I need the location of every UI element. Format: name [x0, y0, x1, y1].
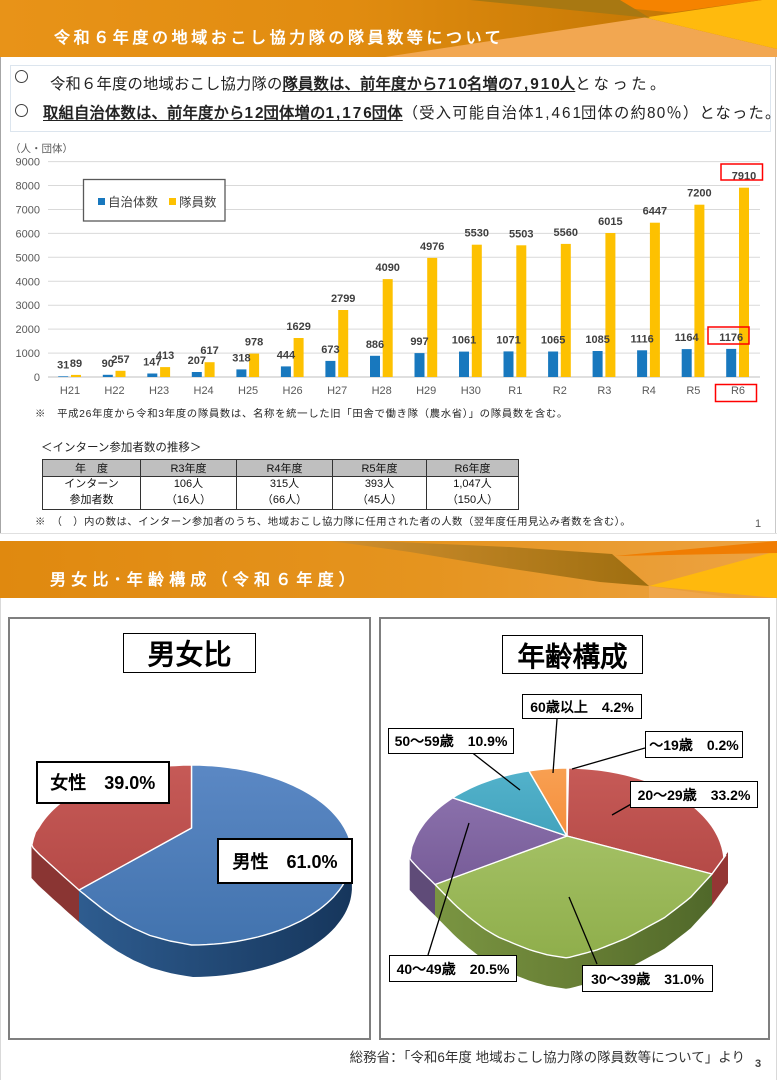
svg-text:1071: 1071: [496, 334, 520, 346]
svg-text:R4: R4: [642, 385, 656, 397]
svg-text:444: 444: [277, 349, 296, 361]
svg-text:673: 673: [321, 344, 339, 356]
svg-text:（人・団体）: （人・団体）: [10, 143, 73, 155]
svg-text:1085: 1085: [585, 334, 609, 346]
svg-text:H24: H24: [194, 385, 214, 397]
svg-text:413: 413: [156, 350, 174, 362]
svg-text:H25: H25: [238, 385, 258, 397]
svg-text:4000: 4000: [16, 276, 40, 288]
svg-text:6015: 6015: [598, 216, 622, 228]
svg-text:H21: H21: [60, 385, 80, 397]
svg-text:997: 997: [410, 336, 428, 348]
svg-text:318: 318: [232, 352, 250, 364]
svg-text:R5: R5: [686, 385, 700, 397]
svg-text:978: 978: [245, 337, 263, 349]
svg-text:1629: 1629: [286, 321, 310, 333]
svg-text:3000: 3000: [16, 300, 40, 312]
svg-text:R3: R3: [597, 385, 611, 397]
svg-text:7200: 7200: [687, 188, 711, 200]
svg-text:H30: H30: [461, 385, 481, 397]
svg-text:R6: R6: [731, 385, 745, 397]
svg-text:H26: H26: [283, 385, 303, 397]
svg-text:31: 31: [57, 359, 69, 371]
svg-text:1000: 1000: [16, 348, 40, 360]
svg-text:147: 147: [143, 357, 161, 369]
svg-text:H28: H28: [372, 385, 392, 397]
svg-text:1176: 1176: [719, 332, 743, 344]
svg-text:2799: 2799: [331, 293, 355, 305]
svg-text:H29: H29: [416, 385, 436, 397]
svg-text:4976: 4976: [420, 241, 444, 253]
svg-text:9000: 9000: [16, 157, 40, 169]
svg-text:7000: 7000: [16, 205, 40, 217]
svg-text:6447: 6447: [643, 206, 667, 218]
svg-text:1065: 1065: [541, 335, 565, 347]
svg-text:H22: H22: [104, 385, 124, 397]
svg-text:5560: 5560: [554, 227, 578, 239]
svg-text:90: 90: [102, 358, 114, 370]
svg-text:5000: 5000: [16, 252, 40, 264]
svg-text:2000: 2000: [16, 324, 40, 336]
svg-text:隊員数: 隊員数: [179, 195, 217, 210]
svg-text:H27: H27: [327, 385, 347, 397]
svg-text:0: 0: [34, 372, 40, 384]
svg-text:89: 89: [70, 358, 82, 370]
svg-text:207: 207: [188, 355, 206, 367]
svg-text:R2: R2: [553, 385, 567, 397]
svg-text:4090: 4090: [375, 262, 399, 274]
svg-text:1164: 1164: [675, 332, 700, 344]
svg-text:5530: 5530: [465, 228, 489, 240]
svg-text:257: 257: [111, 354, 129, 366]
svg-text:8000: 8000: [16, 181, 40, 193]
svg-text:5503: 5503: [509, 228, 533, 240]
svg-text:7910: 7910: [732, 171, 756, 183]
svg-text:R1: R1: [508, 385, 522, 397]
svg-text:886: 886: [366, 339, 384, 351]
svg-text:自治体数: 自治体数: [108, 195, 159, 210]
svg-text:1061: 1061: [452, 335, 476, 347]
svg-text:1116: 1116: [630, 333, 653, 345]
svg-text:6000: 6000: [16, 228, 40, 240]
svg-text:H23: H23: [149, 385, 169, 397]
svg-text:617: 617: [200, 345, 218, 357]
